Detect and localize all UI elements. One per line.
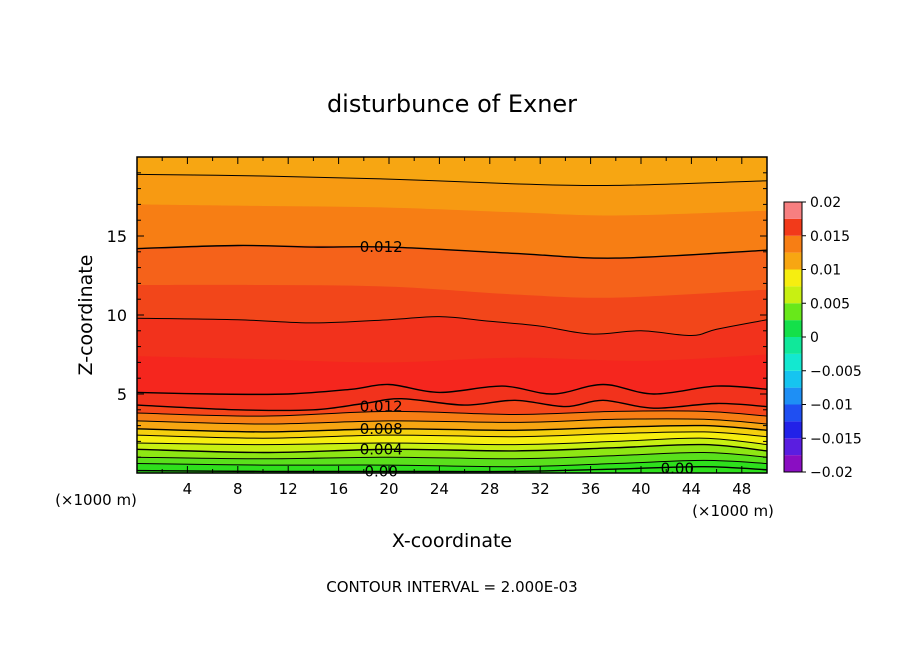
contour-line-9 [137,437,767,446]
colorbar-band-7 [784,337,802,354]
x-tick-label-7: 32 [531,480,550,498]
x-unit-label-right: (×1000 m) [692,502,774,520]
contour-label-2: 0.008 [360,420,403,438]
colorbar-band-6 [784,353,802,371]
x-tick-label-0: 4 [183,480,193,498]
x-tick-label-3: 16 [329,480,348,498]
colorbar-band-14 [784,218,802,236]
colorbar-tick-label-2: 0.01 [810,263,841,279]
colorbar-band-0 [784,455,802,472]
colorbar-band-10 [784,286,802,304]
contour-label-4: 0.00 [364,462,397,480]
y-tick-label-1: 10 [107,306,127,325]
chart-title: disturbunce of Exner [327,90,577,118]
contour-fill-layers [137,157,767,473]
colorbar-tick-labels: 0.02 0.015 0.01 0.005 0 −0.005 −0.01 −0.015 −0.0… [802,195,862,481]
y-axis-label: Z-coordinate [75,255,97,376]
contour-line-11 [137,451,767,460]
colorbar-band-13 [784,235,802,253]
colorbar-band-9 [784,303,802,321]
colorbar-tick-label-5: −0.005 [810,364,862,380]
contour-lines [137,173,767,473]
colorbar-tick-label-6: −0.01 [810,398,853,414]
x-tick-label-8: 36 [581,480,600,498]
y-axis-ticks: 5 10 15 [107,172,767,458]
contour-line-8 [137,431,767,439]
contour-label-3: 0.004 [360,440,403,458]
x-unit-label-left: (×1000 m) [55,491,137,509]
y-tick-label-0: 5 [117,385,127,404]
colorbar-band-12 [784,252,802,270]
contour-line-2 [137,316,767,337]
colorbar-tick-label-3: 0.005 [810,296,850,312]
colorbar-band-4 [784,387,802,405]
colorbar-band-1 [784,438,802,456]
colorbar [783,201,803,473]
contour-line-0 [137,173,767,187]
contour-label-1: 0.012 [360,398,403,416]
x-tick-label-1: 8 [233,480,243,498]
contour-line-5 [137,410,767,417]
contour-line-4 [137,397,767,412]
colorbar-band-5 [784,370,802,388]
colorbar-tick-label-4: 0 [810,330,819,346]
contour-labels: 0.012 0.012 0.008 0.004 0.00 0.00 [360,238,694,480]
x-tick-label-9: 40 [631,480,650,498]
contour-interval-note: CONTOUR INTERVAL = 2.000E-03 [326,578,577,596]
contour-line-6 [137,418,767,425]
x-axis-label: X-coordinate [392,530,512,552]
contour-line-13 [137,465,767,473]
colorbar-tick-label-0: 0.02 [810,195,841,211]
contour-label-5: 0.00 [661,459,694,477]
x-tick-label-6: 28 [480,480,499,498]
contour-line-10 [137,443,767,454]
x-tick-label-2: 12 [279,480,298,498]
colorbar-tick-label-1: 0.015 [810,229,850,245]
x-tick-label-5: 24 [430,480,449,498]
contour-line-3 [137,383,767,396]
x-tick-label-10: 44 [682,480,701,498]
contour-line-1 [137,244,767,259]
colorbar-tick-label-8: −0.02 [810,465,853,481]
colorbar-band-8 [784,320,802,337]
x-tick-label-11: 48 [732,480,751,498]
colorbar-band-2 [784,421,802,439]
contour-label-0: 0.012 [360,238,403,256]
colorbar-tick-label-7: −0.015 [810,431,862,447]
x-tick-label-4: 20 [379,480,398,498]
contour-line-7 [137,424,767,433]
colorbar-band-3 [784,404,802,422]
x-axis-ticks: 4 8 12 16 20 24 28 32 36 40 44 48 [161,157,751,498]
colorbar-band-15 [784,202,802,219]
colorbar-band-11 [784,269,802,287]
y-tick-label-2: 15 [107,227,127,246]
contour-line-12 [137,459,767,468]
